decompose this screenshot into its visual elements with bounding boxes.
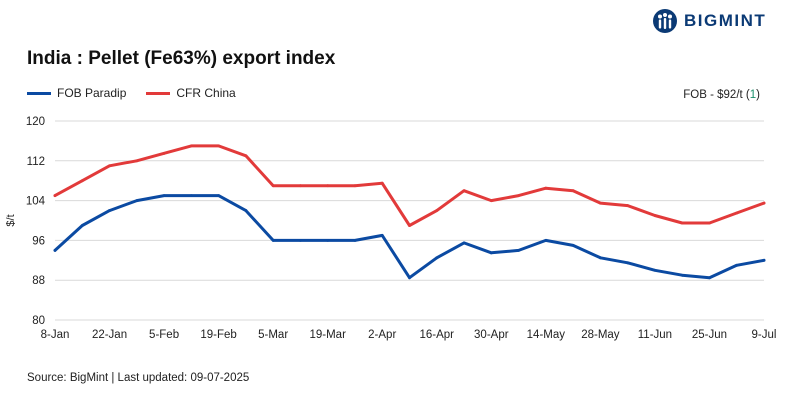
x-tick-label: 22-Jan — [92, 329, 127, 341]
data-point-cfr-china — [626, 204, 630, 207]
x-tick-label: 19-Mar — [309, 329, 346, 341]
fob-note-prefix: FOB - $92/t ( — [683, 89, 750, 101]
data-point-cfr-china — [53, 194, 57, 198]
series-line-cfr-china[interactable] — [53, 144, 766, 227]
y-axis-label: $/t — [5, 214, 17, 226]
data-point-fob-paradip — [680, 273, 684, 277]
data-point-fob-paradip — [353, 239, 357, 242]
y-tick-label: 88 — [32, 275, 45, 287]
x-tick-label: 8-Jan — [41, 329, 70, 341]
data-point-cfr-china — [408, 224, 411, 227]
fob-note-suffix: ) — [756, 89, 760, 101]
data-point-cfr-china — [326, 184, 330, 188]
data-point-cfr-china — [571, 189, 575, 193]
data-point-fob-paradip — [626, 261, 630, 265]
data-point-fob-paradip — [435, 256, 439, 260]
data-point-cfr-china — [353, 184, 357, 188]
data-point-cfr-china — [762, 201, 766, 205]
data-point-cfr-china — [735, 211, 739, 215]
data-point-cfr-china — [299, 184, 302, 188]
series-line-fob-paradip[interactable] — [53, 194, 766, 280]
data-point-cfr-china — [380, 181, 384, 185]
data-point-cfr-china — [489, 199, 493, 203]
data-point-fob-paradip — [489, 251, 493, 255]
x-tick-label: 16-Apr — [420, 329, 455, 341]
source-note: Source: BigMint | Last updated: 09-07-20… — [27, 372, 250, 384]
data-point-fob-paradip — [708, 276, 711, 280]
data-point-fob-paradip — [162, 194, 166, 198]
y-tick-label: 80 — [32, 315, 45, 327]
x-tick-label: 19-Feb — [200, 329, 236, 341]
data-point-cfr-china — [162, 151, 166, 155]
data-point-fob-paradip — [135, 199, 139, 203]
data-point-cfr-china — [462, 189, 466, 193]
data-point-fob-paradip — [571, 243, 575, 247]
legend-item-fob-paradip[interactable]: FOB Paradip — [27, 86, 126, 100]
data-point-fob-paradip — [462, 241, 466, 245]
fob-note-change: 1 — [749, 89, 757, 101]
data-point-cfr-china — [544, 186, 548, 190]
data-point-cfr-china — [80, 179, 84, 183]
legend-item-cfr-china[interactable]: CFR China — [146, 86, 236, 100]
data-point-fob-paradip — [544, 239, 548, 242]
data-point-cfr-china — [598, 201, 602, 205]
data-point-fob-paradip — [380, 234, 384, 237]
x-tick-label: 14-May — [527, 329, 566, 341]
y-tick-label: 112 — [27, 156, 45, 168]
data-point-fob-paradip — [653, 268, 657, 272]
data-point-fob-paradip — [217, 194, 221, 198]
data-point-fob-paradip — [80, 224, 84, 227]
chart-legend: FOB Paradip CFR China — [27, 86, 256, 100]
data-point-cfr-china — [108, 164, 111, 168]
chart-title: India : Pellet (Fe63%) export index — [27, 48, 336, 69]
fob-price-note: FOB - $92/t (1) — [683, 89, 760, 101]
y-tick-label: 104 — [26, 196, 46, 208]
data-point-cfr-china — [271, 184, 275, 188]
data-point-cfr-china — [680, 221, 684, 225]
data-point-fob-paradip — [762, 258, 766, 262]
x-tick-label: 2-Apr — [368, 329, 396, 341]
data-point-fob-paradip — [271, 239, 275, 242]
data-point-fob-paradip — [244, 209, 248, 212]
brand-name: BIGMINT — [684, 11, 767, 30]
data-point-fob-paradip — [299, 239, 302, 242]
y-tick-label: 120 — [26, 116, 45, 128]
x-tick-label: 5-Mar — [258, 329, 288, 341]
x-tick-label: 25-Jun — [692, 329, 727, 341]
data-point-fob-paradip — [598, 256, 602, 260]
x-tick-label: 30-Apr — [474, 329, 509, 341]
x-tick-label: 5-Feb — [149, 329, 179, 341]
data-point-fob-paradip — [189, 194, 193, 198]
data-point-fob-paradip — [108, 209, 111, 212]
brand-logo: BIGMINT — [652, 8, 766, 34]
data-point-cfr-china — [653, 214, 657, 217]
bigmint-logo-icon — [653, 9, 677, 33]
data-point-cfr-china — [189, 144, 193, 148]
data-point-fob-paradip — [408, 276, 411, 280]
data-point-cfr-china — [217, 144, 221, 148]
x-tick-label: 28-May — [581, 329, 620, 341]
data-point-cfr-china — [244, 154, 248, 158]
data-point-cfr-china — [435, 209, 439, 212]
data-point-cfr-china — [135, 159, 139, 163]
y-tick-label: 96 — [32, 235, 45, 247]
data-point-fob-paradip — [517, 248, 520, 252]
data-point-cfr-china — [517, 194, 520, 198]
data-point-fob-paradip — [53, 248, 57, 252]
x-tick-label: 9-Jul — [752, 329, 777, 341]
data-point-fob-paradip — [326, 239, 330, 242]
data-point-fob-paradip — [735, 263, 739, 267]
data-point-cfr-china — [708, 221, 711, 225]
legend-label-fob-paradip: FOB Paradip — [57, 86, 127, 100]
legend-label-cfr-china: CFR China — [176, 86, 236, 100]
legend-swatch-fob-paradip — [27, 91, 51, 95]
legend-swatch-cfr-china — [146, 91, 171, 95]
x-tick-label: 11-Jun — [638, 329, 672, 341]
